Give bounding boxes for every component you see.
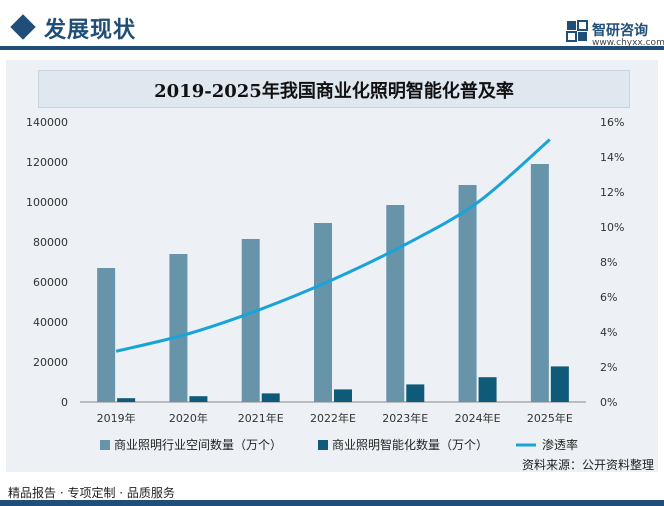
y-left-tick-label: 140000 [26,116,68,129]
bar-space [241,239,260,402]
legend-item-space: 商业照明行业空间数量（万个） [100,437,282,452]
legend-swatch [318,440,328,450]
y-axis-left: 0 20000 40000 60000 80000 100000 120000 140000 [26,116,68,409]
legend-item-smart: 商业照明智能化数量（万个） [318,437,488,452]
bar-space [530,164,549,402]
legend-label: 渗透率 [542,437,578,452]
x-tick-label: 2024年E [455,411,501,425]
bar-smart [550,366,569,402]
y-left-tick-label: 100000 [26,196,68,209]
chyxx-logo-icon [566,20,588,42]
footer: 资料来源：公开资料整理 精品报告 · 专项定制 · 品质服务 [0,458,664,506]
chart-title: 2019-2025年我国商业化照明智能化普及率 [154,81,514,102]
y-left-tick-label: 80000 [33,236,68,249]
bar-space [386,205,405,402]
y-right-tick-label: 2% [600,361,617,374]
bar-smart [406,384,425,402]
bar-smart [189,396,208,402]
logo-name: 智研咨询 [592,23,648,39]
y-right-tick-label: 0% [600,396,617,409]
x-tick-label: 2023年E [382,411,428,425]
x-tick-label: 2020年 [169,411,208,425]
y-left-tick-label: 20000 [33,356,68,369]
bar-smart [334,389,352,402]
bar-space [458,185,477,402]
footer-slogan: 精品报告 · 专项定制 · 品质服务 [8,486,175,500]
y-right-tick-label: 14% [600,151,624,164]
legend-label: 商业照明智能化数量（万个） [332,437,488,452]
y-left-tick-label: 0 [61,396,68,409]
y-right-tick-label: 8% [600,256,617,269]
legend-item-rate: 渗透率 [516,437,578,452]
bar-smart [478,377,497,402]
y-right-tick-label: 16% [600,116,624,129]
bar-space [97,268,116,402]
chart-title-bar: 2019-2025年我国商业化照明智能化普及率 [38,70,630,108]
y-right-tick-label: 6% [600,291,617,304]
section-title: 发展现状 [44,18,137,43]
y-left-tick-label: 60000 [33,276,68,289]
rate-line [115,138,551,353]
bar-space [169,254,188,402]
y-right-tick-label: 4% [600,326,617,339]
logo-url: www.chyxx.com [592,38,664,48]
bar-space [314,223,332,402]
y-right-tick-label: 12% [600,186,624,199]
brand-logo: 智研咨询 www.chyxx.com [566,20,664,50]
y-axis-right: 0% 2% 4% 6% 8% 10% 12% 14% 16% [600,116,624,409]
section-header: 发展现状 智研咨询 www.chyxx.com [0,0,664,58]
x-tick-label: 2022年E [310,411,356,425]
y-left-tick-label: 40000 [33,316,68,329]
bar-smart [261,393,280,402]
x-tick-label: 2025年E [527,411,573,425]
x-axis: 2019年 2020年 2021年E 2022年E 2023年E 2024年E 2025年E [97,411,573,425]
x-tick-label: 2021年E [238,411,284,425]
x-tick-label: 2019年 [97,411,136,425]
legend: 商业照明行业空间数量（万个） 商业照明智能化数量（万个） 渗透率 [100,437,578,452]
footer-stripe [0,500,664,506]
legend-swatch [100,440,110,450]
y-left-tick-label: 120000 [26,156,68,169]
bar-series [97,164,569,402]
header-underline [0,46,664,50]
legend-label: 商业照明行业空间数量（万个） [114,437,282,452]
y-right-tick-label: 10% [600,221,624,234]
line-series [115,138,551,353]
data-source: 资料来源：公开资料整理 [521,458,654,472]
bar-smart [117,398,136,402]
